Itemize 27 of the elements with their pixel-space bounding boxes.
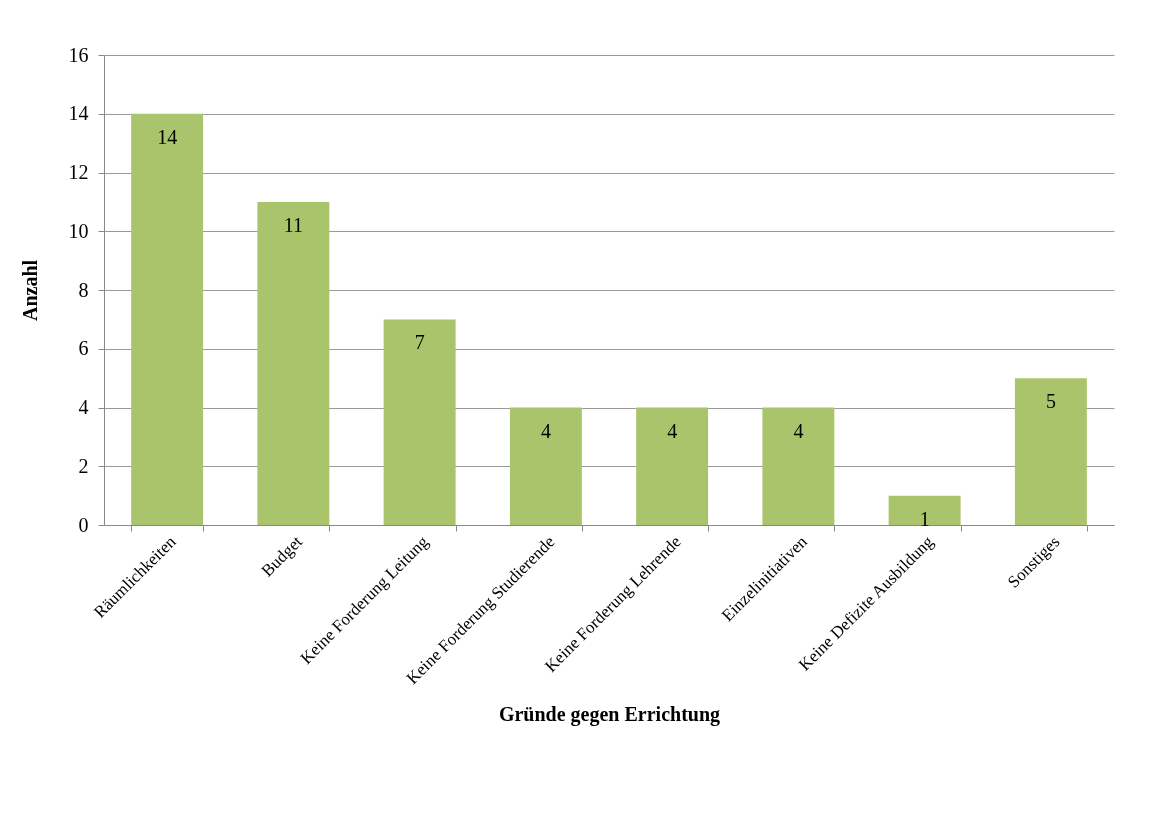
bar bbox=[509, 407, 582, 525]
y-tick-label: 0 bbox=[78, 513, 89, 536]
bar bbox=[1014, 378, 1087, 525]
y-tick-label: 2 bbox=[78, 454, 89, 477]
data-label: 7 bbox=[414, 331, 425, 354]
bar bbox=[636, 407, 709, 525]
data-label: 4 bbox=[540, 419, 551, 442]
y-tick-label: 10 bbox=[68, 219, 89, 242]
bar bbox=[383, 319, 456, 525]
data-label: 4 bbox=[667, 419, 678, 442]
bar bbox=[257, 201, 330, 525]
y-axis-title: Anzahl bbox=[18, 259, 41, 322]
data-label: 1 bbox=[919, 507, 930, 530]
y-tick-label: 4 bbox=[78, 396, 89, 418]
y-tick-label: 6 bbox=[78, 337, 89, 360]
y-tick-label: 16 bbox=[68, 43, 89, 66]
bar bbox=[888, 495, 961, 525]
data-label: 5 bbox=[1045, 390, 1056, 413]
y-tick-label: 14 bbox=[68, 102, 89, 125]
data-label: 14 bbox=[157, 125, 178, 148]
bar bbox=[131, 113, 204, 525]
y-tick-label: 8 bbox=[78, 278, 89, 301]
x-axis-title: Gründe gegen Errichtung bbox=[498, 703, 721, 727]
data-label: 11 bbox=[283, 213, 304, 236]
data-label: 4 bbox=[793, 419, 804, 442]
y-tick-label: 12 bbox=[68, 161, 89, 183]
bar bbox=[762, 407, 835, 525]
